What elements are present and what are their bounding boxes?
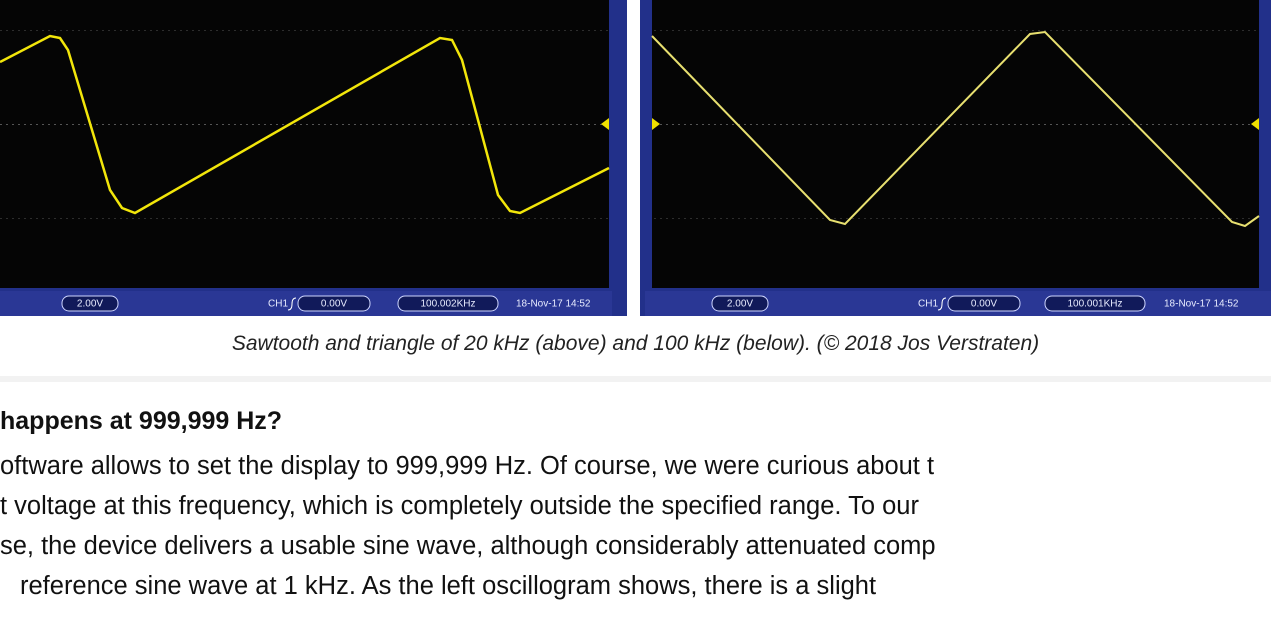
paragraph-line: oftware allows to set the display to 999… bbox=[0, 452, 935, 480]
scope-right: 2.00V CH1 0.00V 100.001KHz 18-Nov-17 14:… bbox=[640, 0, 1271, 316]
pill bbox=[397, 295, 499, 312]
grid-line bbox=[652, 30, 1259, 31]
trigger-icon bbox=[287, 297, 297, 311]
marker bbox=[1251, 118, 1259, 130]
paragraph-line: se, the device delivers a usable sine wa… bbox=[0, 532, 936, 560]
timestamp: 18-Nov-17 14:52 bbox=[1164, 299, 1239, 310]
pill bbox=[1044, 295, 1146, 312]
pill bbox=[947, 295, 1021, 312]
trigger: 0.00V bbox=[321, 299, 347, 310]
volts: 2.00V bbox=[727, 299, 753, 310]
marker bbox=[601, 118, 609, 130]
caption: Sawtooth and triangle of 20 kHz (above) … bbox=[231, 332, 1040, 355]
screen bbox=[0, 0, 609, 288]
grid-line bbox=[0, 218, 609, 219]
grid-line bbox=[0, 30, 609, 31]
grid-line bbox=[652, 218, 1259, 219]
screen bbox=[652, 0, 1259, 288]
frequency: 100.001KHz bbox=[1067, 299, 1122, 310]
paragraph-line: reference sine wave at 1 kHz. As the lef… bbox=[20, 572, 877, 600]
waveform bbox=[651, 30, 1260, 228]
pill bbox=[61, 295, 119, 312]
paragraph-line: t voltage at this frequency, which is co… bbox=[0, 492, 919, 520]
separator bbox=[0, 376, 1271, 382]
timestamp: 18-Nov-17 14:52 bbox=[516, 299, 591, 310]
pill bbox=[297, 295, 371, 312]
oscillograms: 2.00V CH1 0.00V 100.002KHz 18-Nov-17 14:… bbox=[0, 0, 1271, 316]
trigger-icon bbox=[937, 297, 947, 311]
grid-line bbox=[0, 124, 609, 125]
heading: happens at 999,999 Hz? bbox=[0, 407, 283, 435]
volts: 2.00V bbox=[77, 299, 103, 310]
grid-line bbox=[652, 124, 1259, 125]
channel: CH1 bbox=[918, 299, 938, 310]
frequency: 100.002KHz bbox=[420, 299, 475, 310]
trigger: 0.00V bbox=[971, 299, 997, 310]
waveform bbox=[0, 34, 610, 215]
scope-left: 2.00V CH1 0.00V 100.002KHz 18-Nov-17 14:… bbox=[0, 0, 627, 316]
pill bbox=[711, 295, 769, 312]
marker bbox=[652, 118, 660, 130]
channel: CH1 bbox=[268, 299, 288, 310]
